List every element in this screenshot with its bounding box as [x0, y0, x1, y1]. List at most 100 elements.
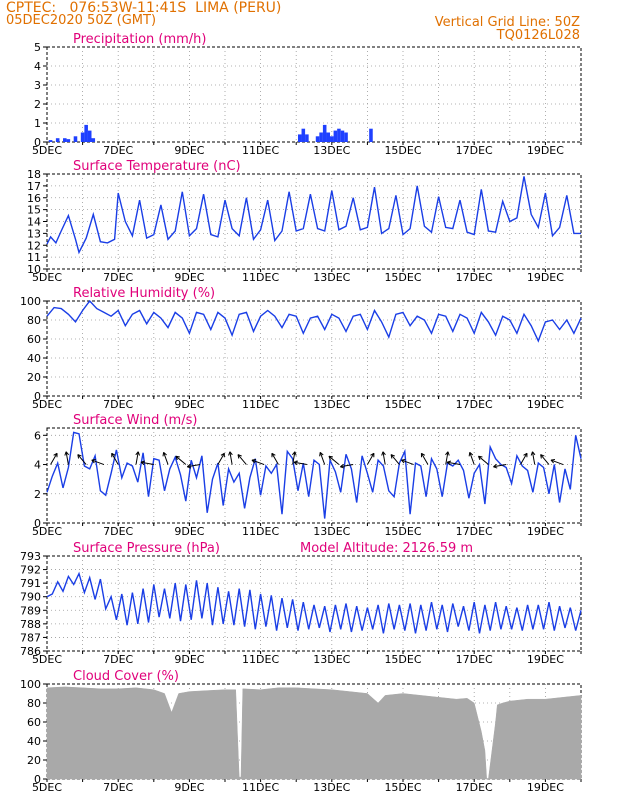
precipitation-bar [344, 132, 348, 142]
cloud-cover-xtick-label: 13DEC [313, 781, 350, 794]
wind-wind-arrow [217, 453, 225, 465]
wind-wind-arrow [65, 451, 69, 465]
wind-wind-arrowhead [446, 460, 452, 466]
pressure-ytick-label: 791 [20, 577, 41, 590]
humidity-ytick-label: 60 [27, 333, 41, 346]
wind-wind-arrow [292, 451, 296, 465]
wind-ytick-label: 0 [34, 517, 41, 530]
temperature-xtick-label: 7DEC [103, 271, 133, 284]
cloud-cover-title: Cloud Cover (%) [73, 669, 179, 684]
pressure-xtick-label: 5DEC [32, 653, 62, 666]
wind-xtick-label: 13DEC [313, 525, 350, 538]
precipitation-bar [333, 130, 338, 142]
precipitation-ytick-label: 5 [34, 41, 41, 54]
cloud-cover-xtick-label: 5DEC [32, 781, 62, 794]
precipitation-bar [87, 130, 92, 142]
wind-xtick-label: 19DEC [527, 525, 564, 538]
humidity-xtick-label: 15DEC [384, 398, 421, 411]
wind-wind-arrowhead [468, 451, 474, 457]
temperature-ytick-label: 14 [27, 216, 41, 229]
precipitation-bar [80, 132, 85, 142]
wind-wind-arrow [382, 451, 386, 465]
temperature-line [46, 176, 581, 255]
wind-wind-arrowhead [420, 452, 426, 458]
wind-wind-arrowhead [540, 454, 545, 459]
pressure-subtitle: Model Altitude: 2126.59 m [300, 541, 473, 556]
pressure-xtick-label: 11DEC [242, 653, 279, 666]
cloud-cover-ytick-label: 0 [34, 773, 41, 786]
header-location: CPTEC: 076:53W-11:41S LIMA (PERU) [6, 0, 281, 16]
precipitation-bar [297, 134, 302, 142]
precipitation-xtick-label: 17DEC [456, 144, 493, 157]
precipitation-xtick-label: 19DEC [527, 144, 564, 157]
wind-wind-arrowhead [111, 452, 116, 458]
humidity-xtick-label: 13DEC [313, 398, 350, 411]
wind-wind-arrowhead [340, 463, 345, 469]
cloud-cover-ytick-label: 100 [20, 678, 41, 691]
wind-wind-arrow [111, 453, 119, 465]
wind-wind-arrow [478, 455, 489, 465]
precipitation-bar [337, 128, 341, 142]
humidity-xtick-label: 7DEC [103, 398, 133, 411]
temperature-ytick-label: 16 [27, 192, 41, 205]
precipitation-ytick-label: 4 [34, 60, 41, 73]
wind-wind-arrowhead [381, 451, 386, 456]
humidity-ytick-label: 20 [27, 371, 41, 384]
humidity-frame [46, 300, 582, 397]
pressure-xtick-label: 7DEC [103, 653, 133, 666]
precipitation-bar [66, 139, 71, 142]
wind-wind-arrowhead [53, 452, 58, 458]
wind-wind-arrow [319, 452, 326, 465]
pressure-xtick-label: 9DEC [174, 653, 204, 666]
pressure-ytick-label: 793 [20, 550, 41, 563]
wind-wind-arrow [229, 451, 233, 465]
precipitation-bar [340, 130, 345, 142]
wind-wind-arrowhead [237, 454, 242, 459]
wind-xtick-label: 7DEC [103, 525, 133, 538]
wind-line [46, 431, 582, 519]
humidity-ytick-label: 40 [27, 352, 41, 365]
precipitation-ytick-label: 1 [34, 117, 41, 130]
wind-wind-arrow [445, 451, 449, 465]
wind-title: Surface Wind (m/s) [73, 413, 197, 428]
wind-wind-arrow [420, 453, 429, 465]
wind-wind-arrowhead [251, 458, 256, 464]
temperature-title: Surface Temperature (nC) [73, 159, 241, 174]
precipitation-bar [48, 140, 53, 142]
precipitation-bar [55, 138, 60, 142]
precipitation-bar [73, 136, 78, 142]
precipitation-panel: 0 1 2 3 4 5 5DEC 7DEC 9DEC 11DEC 13DEC 15DEC 17DEC 19… [32, 32, 582, 157]
precipitation-bar [322, 124, 327, 142]
wind-wind-arrow [447, 461, 461, 466]
wind-wind-arrow [187, 464, 201, 468]
precipitation-ytick-label: 0 [34, 136, 41, 149]
temperature-xtick-label: 13DEC [313, 271, 350, 284]
temperature-xtick-label: 19DEC [527, 271, 564, 284]
pressure-ytick-label: 787 [20, 631, 41, 644]
temperature-xtick-label: 17DEC [456, 271, 493, 284]
precipitation-bar [319, 132, 323, 142]
wind-wind-arrowhead [550, 458, 556, 464]
wind-wind-arrow [140, 461, 154, 466]
precipitation-bar [91, 138, 96, 142]
wind-frame [46, 427, 582, 524]
cloud-cover-panel: 0 20 40 60 80 100 5DEC 7DEC 9DEC 11DEC 13DEC 15DEC 1… [20, 669, 582, 794]
precipitation-ytick-label: 2 [34, 98, 41, 111]
precipitation-ytick-label: 3 [34, 79, 41, 92]
humidity-xtick-label: 19DEC [527, 398, 564, 411]
wind-wind-arrow [163, 452, 169, 465]
wind-wind-arrowhead [292, 451, 297, 456]
pressure-ytick-label: 790 [20, 591, 41, 604]
header-run-time: 05DEC2020 50Z (GMT) [6, 13, 156, 28]
precipitation-bar [330, 136, 334, 142]
precipitation-bar [369, 128, 373, 142]
pressure-line [46, 571, 582, 634]
wind-xtick-label: 17DEC [456, 525, 493, 538]
cloud-cover-xtick-label: 15DEC [384, 781, 421, 794]
cloud-cover-ytick-label: 40 [27, 735, 41, 748]
pressure-ytick-label: 788 [20, 618, 41, 631]
cloud-cover-xtick-label: 19DEC [527, 781, 564, 794]
cloud-cover-xtick-label: 11DEC [242, 781, 279, 794]
